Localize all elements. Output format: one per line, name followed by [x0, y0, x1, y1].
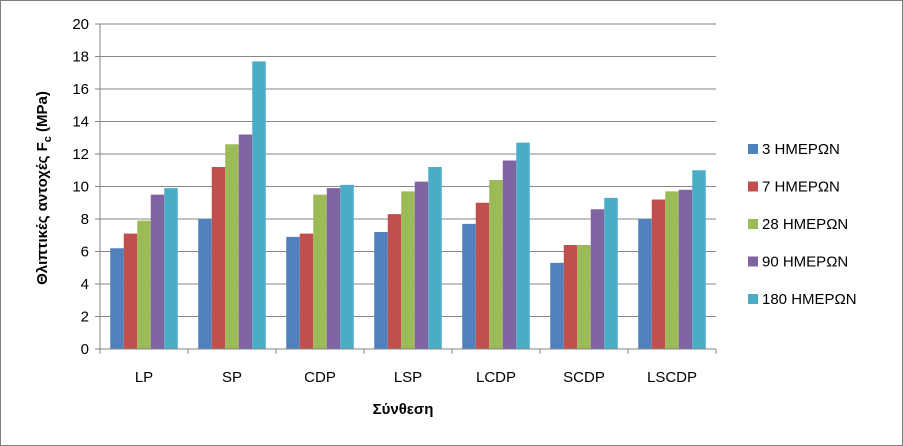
bar: [563, 245, 578, 349]
bar: [550, 262, 564, 349]
bar: [651, 199, 666, 349]
y-axis-ticks: 0 2 4 6 8 10 12 14 16 18 20: [72, 16, 100, 358]
legend-swatch: [748, 144, 758, 154]
bar: [110, 248, 124, 349]
x-tick-label: LSCDP: [647, 369, 697, 386]
bar: [387, 214, 402, 349]
bar: [428, 167, 442, 349]
legend-swatch: [748, 294, 758, 304]
bar: [198, 219, 212, 349]
y-tick-label: 14: [72, 114, 89, 131]
bar: [150, 194, 165, 349]
y-tick-label: 6: [81, 244, 89, 261]
bar: [340, 184, 354, 349]
bar: [211, 167, 226, 349]
bar: [374, 232, 388, 349]
bar: [313, 194, 327, 349]
x-axis-ticks: LP SP CDP LSP LCDP SCDP LSCDP: [99, 349, 717, 386]
bar: [326, 188, 341, 349]
x-tick-label: LCDP: [476, 369, 516, 386]
y-tick-label: 18: [72, 49, 89, 66]
bar: [502, 160, 517, 349]
bar: [462, 223, 476, 349]
bar: [665, 191, 679, 349]
y-tick-label: 20: [72, 16, 89, 33]
x-tick-label: SP: [222, 369, 242, 386]
legend-label: 90 ΗΜΕΡΩΝ: [762, 254, 848, 271]
legend-swatch: [748, 181, 758, 192]
y-tick-label: 10: [72, 179, 89, 196]
y-axis-title-unit: (MPa): [34, 91, 51, 136]
y-tick-label: 4: [81, 276, 89, 293]
y-tick-label: 16: [72, 81, 89, 98]
bar: [414, 181, 429, 349]
bar: [692, 170, 706, 349]
x-tick-label: LP: [135, 369, 153, 386]
legend-label: 7 ΗΜΕΡΩΝ: [762, 179, 840, 196]
legend-swatch: [748, 256, 758, 267]
bar: [137, 220, 151, 349]
y-tick-label: 0: [81, 341, 89, 358]
y-axis-title: Θλιπτικές αντοχές Fc (MPa): [34, 91, 54, 285]
x-tick-label: LSP: [394, 369, 422, 386]
bar: [604, 197, 618, 349]
bar: [516, 142, 530, 349]
bar: [678, 189, 693, 349]
y-tick-label: 12: [72, 146, 89, 163]
bar: [401, 191, 415, 349]
bars: [110, 61, 706, 349]
x-tick-label: SCDP: [563, 369, 605, 386]
legend-label: 28 ΗΜΕΡΩΝ: [762, 216, 848, 233]
x-tick-label: CDP: [304, 369, 336, 386]
bar: [489, 180, 503, 349]
x-axis-title: Σύνθεση: [373, 401, 434, 418]
bar: [252, 61, 266, 349]
bar: [286, 236, 300, 349]
legend-label: 180 ΗΜΕΡΩΝ: [762, 291, 857, 308]
bar: [238, 134, 253, 349]
y-axis-title-subscript: c: [42, 136, 54, 142]
bar: [590, 209, 605, 349]
legend: 3 ΗΜΕΡΩΝ 7 ΗΜΕΡΩΝ 28 ΗΜΕΡΩΝ 90 ΗΜΕΡΩΝ 180 ΗΜ…: [748, 141, 857, 308]
legend-label: 3 ΗΜΕΡΩΝ: [762, 141, 840, 158]
bar: [225, 144, 239, 349]
y-axis-title-main: Θλιπτικές αντοχές F: [34, 142, 51, 285]
legend-swatch: [748, 219, 758, 229]
y-tick-label: 8: [81, 211, 89, 228]
bar: [299, 233, 314, 349]
bar: [577, 245, 591, 349]
bar: [475, 202, 490, 349]
y-tick-label: 2: [81, 309, 89, 326]
bar: [123, 233, 138, 349]
bar: [164, 188, 178, 349]
bar: [638, 219, 652, 349]
